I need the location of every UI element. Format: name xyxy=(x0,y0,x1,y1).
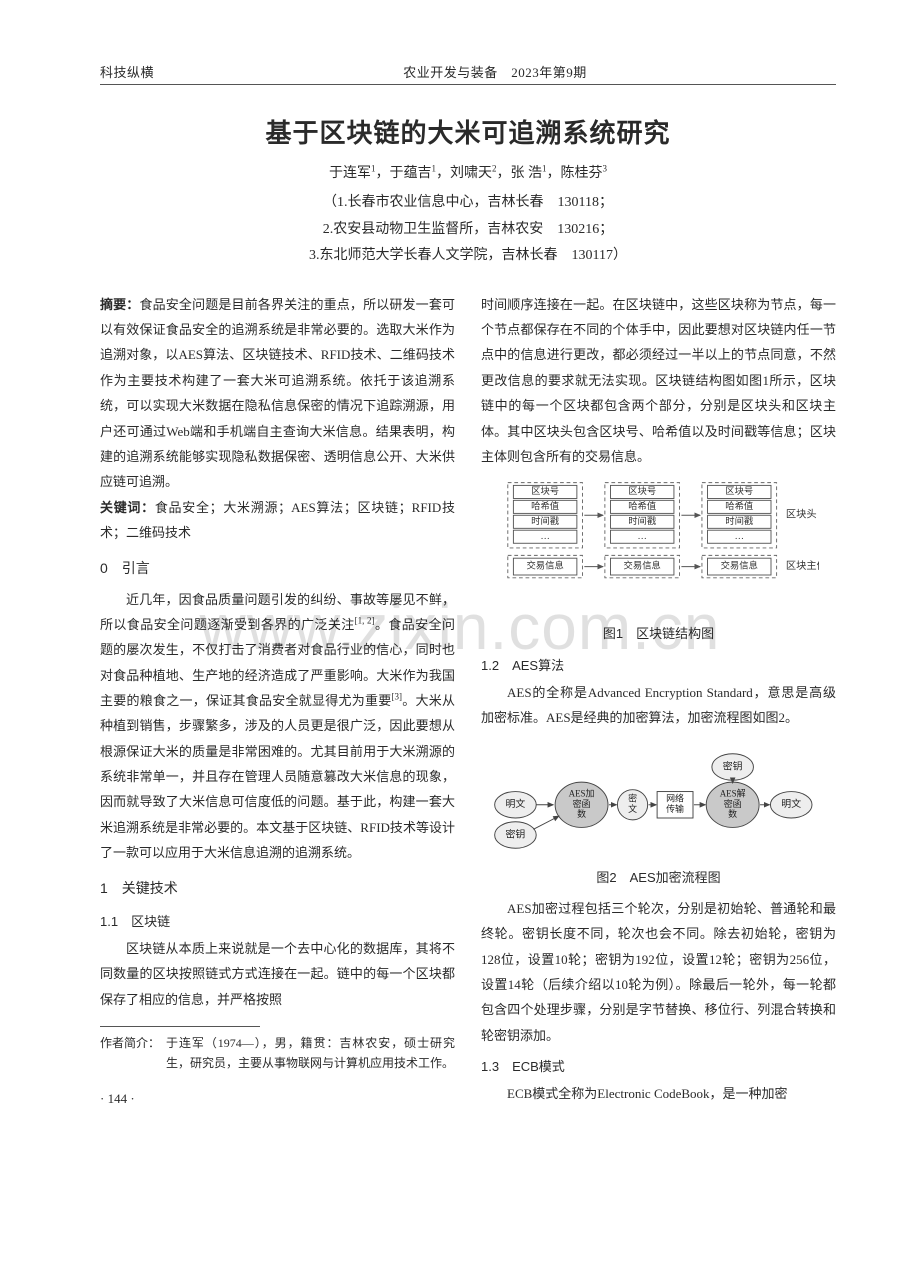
svg-text:哈希值: 哈希值 xyxy=(628,500,656,512)
svg-text:密: 密 xyxy=(628,792,637,803)
figure-2-caption: 图2 AES加密流程图 xyxy=(481,865,836,890)
paper-title: 基于区块链的大米可追溯系统研究 xyxy=(100,113,836,150)
heading-1-2: 1.2 AES算法 xyxy=(481,653,836,678)
svg-text:数: 数 xyxy=(728,808,737,819)
heading-1-3: 1.3 ECB模式 xyxy=(481,1054,836,1079)
svg-text:交易信息: 交易信息 xyxy=(623,560,660,572)
svg-text:密钥: 密钥 xyxy=(722,759,742,772)
svg-text:区块号: 区块号 xyxy=(628,485,656,497)
svg-text:区块号: 区块号 xyxy=(725,485,753,497)
heading-0: 0 引言 xyxy=(100,555,455,582)
figure-2-aes-flow: 明文AES加密函数密钥密文网络传输AES解密函数密钥明文 xyxy=(481,741,836,861)
svg-text:传输: 传输 xyxy=(666,803,684,814)
figure-1-blockchain: 区块号哈希值时间戳 … 交易信息 区块号哈希值时间戳 … 交易信息 区块号哈希值时间戳 … 交易… xyxy=(481,477,836,617)
p-1-2a: AES的全称是Advanced Encryption Standard，意思是高… xyxy=(481,680,836,731)
svg-text:AES加: AES加 xyxy=(568,788,594,798)
svg-text:…: … xyxy=(637,532,646,542)
page-number: · 144 · xyxy=(100,1086,455,1111)
abstract: 摘要：食品安全问题是目前各界关注的重点，所以研发一套可以有效保证食品安全的追溯系… xyxy=(100,292,455,495)
svg-text:密钥: 密钥 xyxy=(505,827,525,840)
svg-text:…: … xyxy=(734,532,743,542)
svg-text:哈希值: 哈希值 xyxy=(531,500,559,512)
svg-text:时间戳: 时间戳 xyxy=(628,515,657,527)
right-column: 时间顺序连接在一起。在区块链中，这些区块称为节点，每一个节点都保存在不同的个体手… xyxy=(481,292,836,1111)
p-1-3: ECB模式全称为Electronic CodeBook，是一种加密 xyxy=(481,1081,836,1106)
svg-text:区块号: 区块号 xyxy=(531,485,559,497)
intro-paragraph: 近几年，因食品质量问题引发的纠纷、事故等屡见不鲜，所以食品安全问题逐渐受到各界的… xyxy=(100,587,455,866)
svg-text:交易信息: 交易信息 xyxy=(720,560,757,572)
left-column: 摘要：食品安全问题是目前各界关注的重点，所以研发一套可以有效保证食品安全的追溯系… xyxy=(100,292,455,1111)
svg-text:交易信息: 交易信息 xyxy=(526,560,563,572)
svg-text:明文: 明文 xyxy=(505,797,525,810)
svg-text:密函: 密函 xyxy=(572,797,590,808)
header-journal-issue: 农业开发与装备 2023年第9期 xyxy=(154,62,836,81)
svg-text:时间戳: 时间戳 xyxy=(531,515,560,527)
p-1-2b: AES加密过程包括三个轮次，分别是初始轮、普通轮和最终轮。密钥长度不同，轮次也会… xyxy=(481,896,836,1048)
keywords: 关键词：食品安全；大米溯源；AES算法；区块链；RFID技术；二维码技术 xyxy=(100,495,455,546)
svg-text:AES解: AES解 xyxy=(719,787,745,798)
header-section: 科技纵横 xyxy=(100,62,154,81)
heading-1: 1 关键技术 xyxy=(100,875,455,902)
svg-text:网络: 网络 xyxy=(666,792,684,803)
heading-1-1: 1.1 区块链 xyxy=(100,909,455,934)
svg-text:时间戳: 时间戳 xyxy=(725,515,754,527)
footnote-rule xyxy=(100,1026,260,1027)
svg-text:区块主体: 区块主体 xyxy=(785,560,818,572)
svg-text:哈希值: 哈希值 xyxy=(725,500,753,512)
author-bio-footnote: 作者简介： 于连军（1974—），男，籍贯：吉林农安，硕士研究生，研究员，主要从… xyxy=(100,1033,455,1074)
author-line: 于连军1，于蕴吉1，刘啸天2，张 浩1，陈桂芬3 xyxy=(100,162,836,182)
svg-text:文: 文 xyxy=(628,803,637,814)
svg-text:数: 数 xyxy=(577,808,586,819)
svg-text:密函: 密函 xyxy=(723,797,741,808)
running-header: 科技纵横 农业开发与装备 2023年第9期 xyxy=(100,62,836,85)
svg-text:…: … xyxy=(540,532,549,542)
figure-1-caption: 图1 区块链结构图 xyxy=(481,621,836,646)
svg-text:区块头: 区块头 xyxy=(785,509,816,521)
p-1-1-cont: 时间顺序连接在一起。在区块链中，这些区块称为节点，每一个节点都保存在不同的个体手… xyxy=(481,292,836,469)
affiliations: （1.长春市农业信息中心，吉林长春 130118；2.农安县动物卫生监督所，吉林… xyxy=(100,190,836,270)
p-1-1: 区块链从本质上来说就是一个去中心化的数据库，其将不同数量的区块按照链式方式连接在… xyxy=(100,936,455,1012)
svg-text:明文: 明文 xyxy=(781,797,801,810)
